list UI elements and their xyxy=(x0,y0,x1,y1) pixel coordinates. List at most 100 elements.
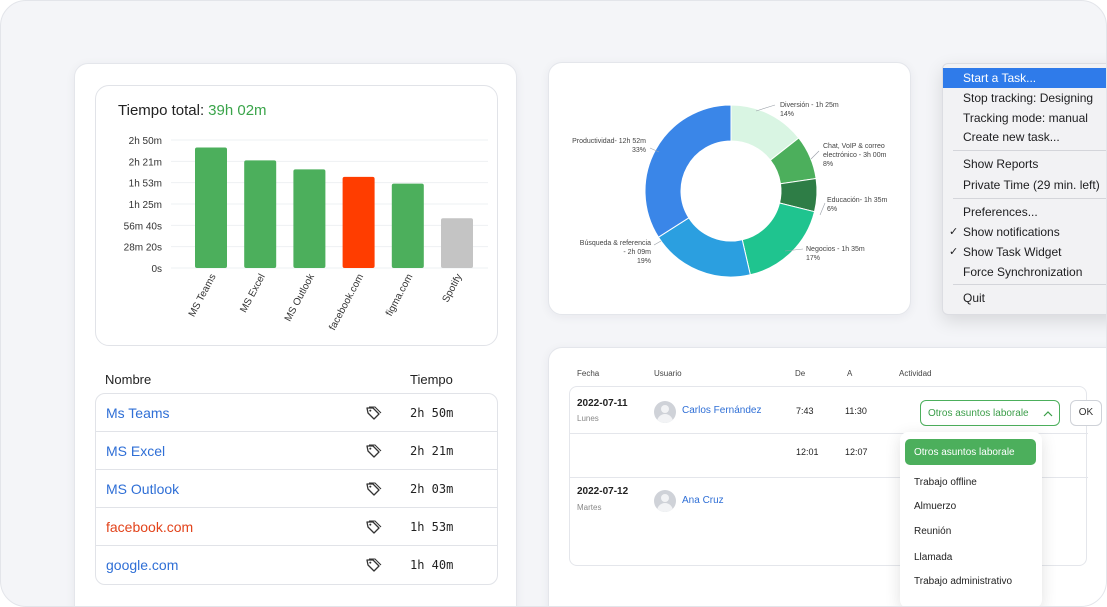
table-row[interactable]: Ms Teams 2h 50m xyxy=(96,394,497,432)
row-date: 2022-07-12 xyxy=(577,486,629,497)
x-tick-label: MS Teams xyxy=(187,272,219,319)
tag-icon[interactable] xyxy=(364,557,382,573)
menu-item-show-notifications[interactable]: ✓ Show notifications xyxy=(943,222,1106,242)
app-name-link[interactable]: MS Excel xyxy=(106,443,166,459)
tag-icon[interactable] xyxy=(364,405,382,421)
user-name-link[interactable]: Ana Cruz xyxy=(682,495,724,506)
column-header-date: Fecha xyxy=(577,369,600,378)
donut-chart xyxy=(644,104,826,278)
x-tick-label: Spotify xyxy=(441,272,465,304)
bar xyxy=(441,218,473,268)
donut-slice xyxy=(644,104,732,238)
menu-item-label: Show notifications xyxy=(963,225,1060,239)
menu-item-show-reports[interactable]: Show Reports xyxy=(963,157,1039,171)
column-header-time: Tiempo xyxy=(410,372,453,387)
leader-line xyxy=(755,104,776,112)
menu-item-preferences[interactable]: Preferences... xyxy=(963,205,1038,219)
x-tick-label: facebook.com xyxy=(327,272,366,332)
ok-button[interactable]: OK xyxy=(1070,400,1102,426)
app-name-link[interactable]: google.com xyxy=(106,557,179,573)
y-tick-label: 56m 40s xyxy=(124,221,162,232)
app-table: Ms Teams 2h 50m MS Excel 2h 21m MS Outlo… xyxy=(95,393,498,585)
activity-select[interactable]: Otros asuntos laborale xyxy=(920,400,1060,426)
chevron-up-icon xyxy=(1043,411,1053,417)
avatar xyxy=(654,490,676,512)
menu-item-create-task[interactable]: Create new task... xyxy=(963,130,1060,144)
donut-label-educacion: Educación- 1h 35m 6% xyxy=(827,197,888,213)
activity-table-card: Fecha Usuario De A Actividad 2022-07-11 … xyxy=(548,347,1106,606)
table-row[interactable]: facebook.com 1h 53m xyxy=(96,508,497,546)
table-row[interactable]: MS Outlook 2h 03m xyxy=(96,470,497,508)
menu-separator xyxy=(953,198,1106,199)
x-tick-label: MS Excel xyxy=(238,272,268,314)
donut-label-diversion: Diversión - 1h 25m 14% xyxy=(780,102,839,118)
menu-separator xyxy=(953,284,1106,285)
y-tick-label: 1h 53m xyxy=(129,179,162,190)
app-name-link[interactable]: facebook.com xyxy=(106,519,194,535)
menu-item-force-sync[interactable]: Force Synchronization xyxy=(963,265,1083,279)
bar-chart-panel: Tiempo total: 39h 02m 0s 28m 20s 56m 40s 1h … xyxy=(95,85,498,346)
bar xyxy=(342,176,375,268)
menu-item-show-task-widget[interactable]: ✓ Show Task Widget xyxy=(943,242,1106,262)
app-usage-card: Tiempo total: 39h 02m 0s 28m 20s 56m 40s 1h … xyxy=(74,63,517,606)
donut-label-busqueda: Búsqueda & referencia - 2h 09m 19% xyxy=(579,240,651,265)
from-time: 12:01 xyxy=(796,447,819,457)
menu-item-tracking-mode[interactable]: Tracking mode: manual xyxy=(963,111,1088,125)
y-tick-label: 28m 20s xyxy=(124,243,162,254)
y-tick-label: 0s xyxy=(151,264,162,275)
dropdown-option[interactable]: Trabajo offline xyxy=(914,477,977,488)
menu-item-quit[interactable]: Quit xyxy=(963,291,986,305)
tag-icon[interactable] xyxy=(364,519,382,535)
leader-line xyxy=(784,248,804,252)
bar xyxy=(293,169,326,268)
menu-item-private-time[interactable]: Private Time (29 min. left) xyxy=(963,178,1100,192)
column-header-from: De xyxy=(795,369,806,378)
leader-line xyxy=(819,202,826,216)
leader-line xyxy=(810,150,820,160)
bar-chart: 0s 28m 20s 56m 40s 1h 25m 1h 53m 2h 21m 2h 50m… xyxy=(124,136,488,332)
tag-icon[interactable] xyxy=(364,443,382,459)
column-header-name: Nombre xyxy=(105,372,152,387)
tag-icon[interactable] xyxy=(364,481,382,497)
table-row[interactable]: google.com 1h 40m xyxy=(96,546,497,584)
donut-label-negocios: Negocios - 1h 35m 17% xyxy=(806,246,865,262)
column-header-user: Usuario xyxy=(654,369,682,378)
app-time: 1h 53m xyxy=(410,520,454,534)
menu-item-stop-tracking[interactable]: Stop tracking: Designing xyxy=(963,91,1094,105)
row-day: Martes xyxy=(577,503,602,512)
dropdown-option[interactable]: Otros asuntos laborale xyxy=(905,439,1036,465)
menu-separator xyxy=(953,150,1106,151)
dropdown-option[interactable]: Reunión xyxy=(914,526,952,537)
column-header-to: A xyxy=(847,369,853,378)
leader-line xyxy=(653,240,662,246)
to-time: 11:30 xyxy=(845,406,867,416)
activity-select-value: Otros asuntos laborale xyxy=(928,408,1029,419)
checkmark-icon: ✓ xyxy=(949,226,959,238)
dropdown-option[interactable]: Almuerzo xyxy=(914,501,957,512)
app-time: 1h 40m xyxy=(410,558,454,572)
avatar xyxy=(654,401,676,423)
y-tick-label: 2h 50m xyxy=(129,136,162,147)
row-divider xyxy=(570,433,1088,434)
from-time: 7:43 xyxy=(796,406,814,416)
chart-total-value: 39h 02m xyxy=(208,102,267,119)
bar xyxy=(195,147,227,268)
chart-title-label: Tiempo total: xyxy=(118,102,205,119)
leader-line xyxy=(649,147,660,153)
user-name-link[interactable]: Carlos Fernández xyxy=(682,405,762,416)
dropdown-option[interactable]: Llamada xyxy=(914,552,953,563)
app-name-link[interactable]: MS Outlook xyxy=(106,481,180,497)
donut-label-productividad: Productividad- 12h 52m 33% xyxy=(572,138,646,154)
chart-title: Tiempo total: 39h 02m xyxy=(118,102,267,119)
dropdown-option[interactable]: Trabajo administrativo xyxy=(914,576,1013,587)
menu-item-start-task[interactable]: Start a Task... xyxy=(943,68,1106,88)
donut-slice xyxy=(741,202,816,276)
x-tick-label: MS Outlook xyxy=(283,271,318,323)
activity-rows: 2022-07-11 Lunes Carlos Fernández 7:43 1… xyxy=(569,386,1102,566)
app-name-link[interactable]: Ms Teams xyxy=(106,405,170,421)
checkmark-icon: ✓ xyxy=(949,246,959,258)
table-row[interactable]: MS Excel 2h 21m xyxy=(96,432,497,470)
y-tick-label: 2h 21m xyxy=(129,157,162,168)
column-header-activity: Actividad xyxy=(899,369,932,378)
